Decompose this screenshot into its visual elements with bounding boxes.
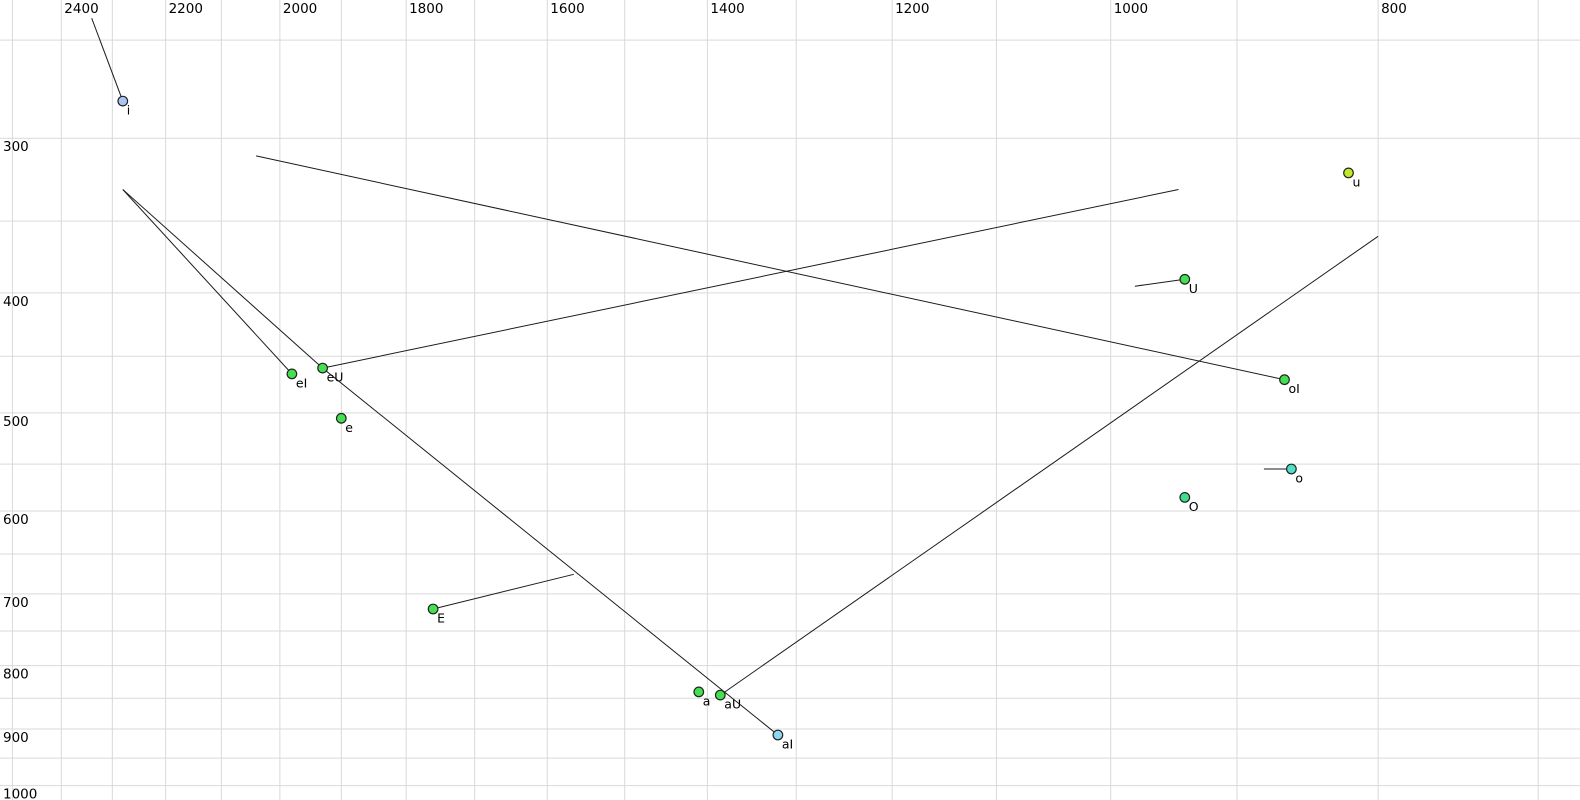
vowel-label-i: i — [127, 103, 130, 118]
vowel-point-i[interactable] — [117, 95, 129, 107]
x-tick-1000: 1000 — [1114, 1, 1148, 17]
vowel-labels: i u UeI eU e Ea aU aI oI o O — [127, 103, 1361, 752]
x-tick-2400: 2400 — [64, 1, 98, 17]
trajectory-i — [91, 18, 124, 102]
vowel-label-aU: aU — [724, 697, 741, 712]
vowel-label-eU: eU — [327, 370, 344, 385]
vowel-label-O: O — [1189, 499, 1199, 514]
vowel-point-O[interactable] — [1179, 492, 1191, 503]
x-tick-1400: 1400 — [710, 1, 744, 17]
vowel-point-eI[interactable] — [286, 368, 298, 380]
x-tick-1800: 1800 — [409, 1, 443, 17]
x-tick-2200: 2200 — [169, 1, 203, 17]
vowel-point-aI[interactable] — [772, 729, 784, 741]
y-tick-500: 500 — [3, 414, 29, 430]
vowel-label-E: E — [437, 611, 445, 626]
x-tick-1200: 1200 — [895, 1, 929, 17]
vowel-point-e[interactable] — [335, 412, 347, 424]
vowel-point-oI[interactable] — [1279, 374, 1290, 386]
vowel-label-u: u — [1353, 174, 1361, 189]
trajectory-eI — [122, 189, 293, 375]
x-tick-800: 800 — [1381, 1, 1407, 17]
vowel-label-o: o — [1295, 471, 1303, 486]
x-tick-1600: 1600 — [550, 1, 584, 17]
vowel-point-U[interactable] — [1179, 273, 1191, 285]
vowel-label-oI: oI — [1289, 381, 1300, 396]
vowel-label-e: e — [345, 420, 353, 435]
vowel-point-E[interactable] — [427, 603, 439, 615]
y-axis-ticks: 300 400 500 600 700 800 900 1000 — [3, 139, 37, 800]
vowel-point-u[interactable] — [1343, 167, 1354, 179]
x-axis-ticks: 2400 2200 2000 1800 1600 1400 1200 1000 800 — [64, 1, 1407, 17]
vowel-points — [117, 95, 1354, 741]
trajectory-U — [1134, 278, 1185, 287]
trajectory-oI — [255, 155, 1285, 381]
vowel-point-aU[interactable] — [714, 689, 726, 701]
x-tick-2000: 2000 — [283, 1, 317, 17]
vowel-point-eU[interactable] — [317, 362, 329, 374]
trajectory-eU — [322, 189, 1179, 369]
vowel-label-U: U — [1189, 281, 1198, 296]
vowel-point-o[interactable] — [1285, 463, 1297, 475]
vowel-label-a: a — [703, 693, 711, 708]
trajectory-aU — [720, 235, 1379, 696]
vowel-point-a[interactable] — [693, 686, 705, 698]
y-tick-900: 900 — [3, 730, 29, 746]
vowel-label-aI: aI — [782, 737, 793, 752]
y-tick-1000: 1000 — [3, 787, 37, 800]
y-tick-700: 700 — [3, 595, 29, 611]
y-tick-300: 300 — [3, 139, 29, 155]
y-tick-600: 600 — [3, 512, 29, 528]
vowel-label-eI: eI — [296, 375, 307, 390]
trajectories — [91, 18, 1379, 736]
y-tick-400: 400 — [3, 294, 29, 310]
trajectory-E — [432, 573, 574, 610]
y-tick-800: 800 — [3, 667, 29, 683]
